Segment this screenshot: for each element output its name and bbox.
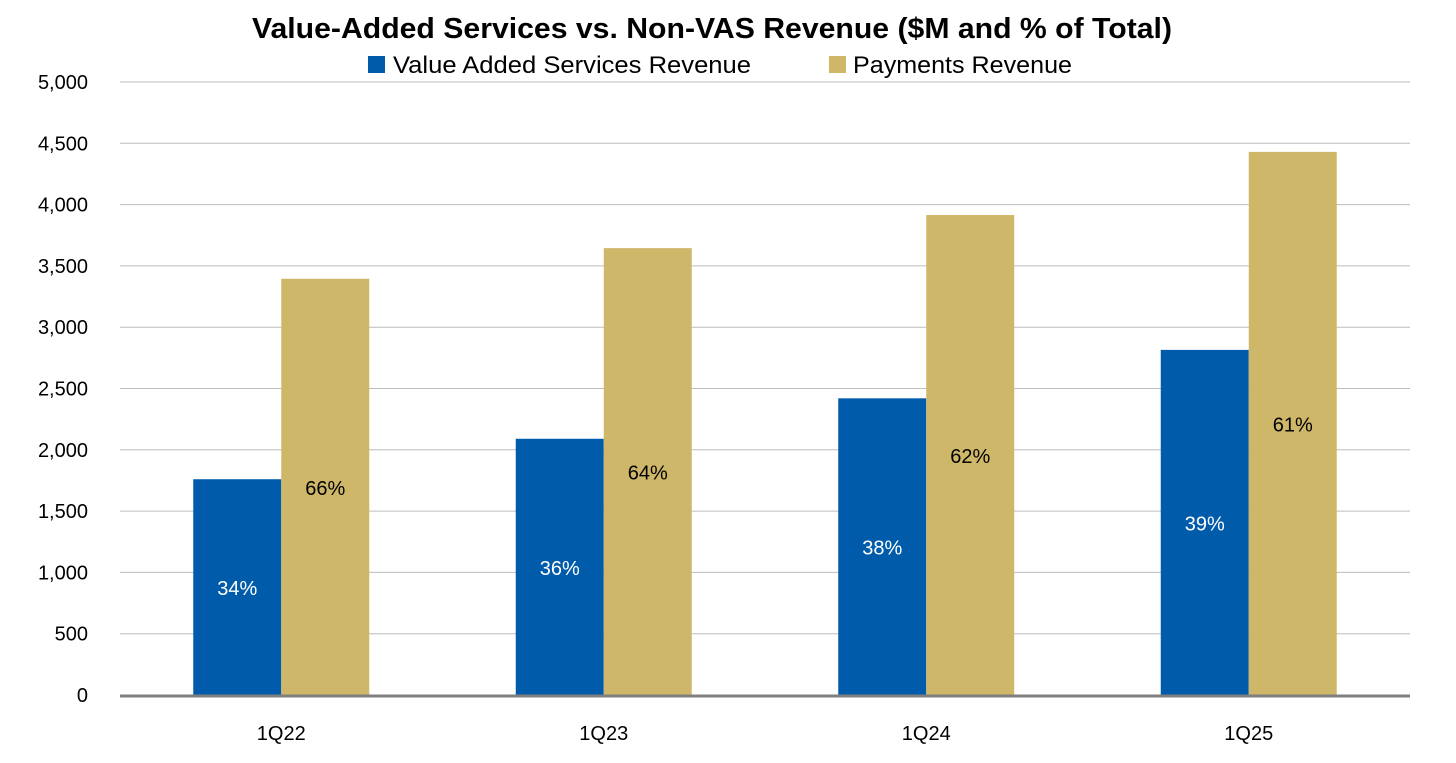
y-tick-label: 1,000 <box>38 562 88 584</box>
legend-swatch-payments <box>829 56 846 73</box>
bar-vas <box>515 438 604 695</box>
chart-title: Value-Added Services vs. Non-VAS Revenue… <box>252 13 1172 45</box>
bar-payments <box>926 215 1015 695</box>
legend-label-payments: Payments Revenue <box>853 52 1072 79</box>
y-tick-label: 3,000 <box>38 317 88 339</box>
legend-label-vas: Value Added Services Revenue <box>393 52 751 79</box>
y-tick-label: 2,000 <box>38 440 88 462</box>
bar-payments <box>1248 151 1337 695</box>
y-tick-label: 4,000 <box>38 195 88 217</box>
bar-vas <box>193 479 282 695</box>
bar-vas <box>1160 349 1249 695</box>
x-tick-label: 1Q24 <box>902 723 951 745</box>
bar-payments <box>281 278 370 695</box>
bar-vas <box>838 398 927 695</box>
data-label: 39% <box>1185 513 1225 535</box>
data-label: 62% <box>950 446 990 468</box>
y-tick-label: 4,500 <box>38 133 88 155</box>
x-tick-label: 1Q23 <box>579 723 628 745</box>
data-label: 64% <box>628 463 668 485</box>
y-tick-label: 5,000 <box>38 72 88 94</box>
data-label: 66% <box>305 478 345 500</box>
y-tick-label: 500 <box>55 624 88 646</box>
data-label: 61% <box>1273 414 1313 436</box>
data-label: 38% <box>862 538 902 560</box>
data-label: 34% <box>217 578 257 600</box>
y-tick-label: 1,500 <box>38 501 88 523</box>
x-tick-label: 1Q25 <box>1224 723 1273 745</box>
bar-payments <box>603 248 692 696</box>
legend-swatch-vas <box>368 56 385 73</box>
y-tick-label: 3,500 <box>38 256 88 278</box>
y-tick-label: 0 <box>77 685 88 707</box>
x-tick-label: 1Q22 <box>257 723 306 745</box>
legend: Value Added Services Revenue Payments Re… <box>368 52 1072 79</box>
data-label: 36% <box>540 558 580 580</box>
y-tick-label: 2,500 <box>38 379 88 401</box>
